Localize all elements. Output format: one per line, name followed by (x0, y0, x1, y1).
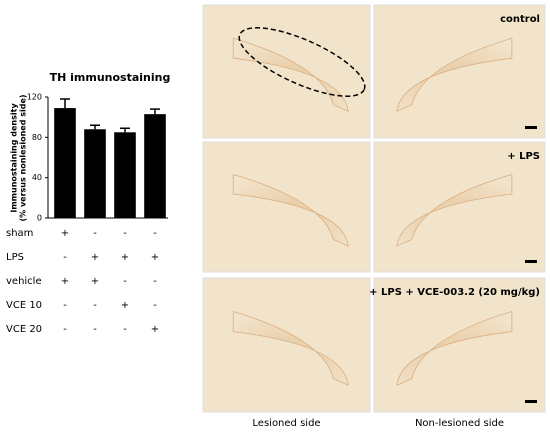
treatment-mark: - (93, 300, 97, 311)
bar (114, 132, 136, 218)
treatment-mark: - (63, 324, 67, 335)
tissue-stain (232, 37, 349, 113)
treatment-mark: - (93, 228, 97, 239)
treatment-mark: - (123, 228, 127, 239)
treatment-mark: - (93, 324, 97, 335)
y-axis-label: Immunostaining density (10, 103, 19, 213)
panel-label: + LPS + VCE-003.2 (20 mg/kg) (369, 287, 540, 298)
treatment-mark: + (121, 300, 129, 311)
treatment-mark: + (151, 252, 159, 263)
panel-label: control (500, 14, 540, 25)
y-tick-label: 0 (37, 214, 42, 223)
treatment-mark: + (61, 276, 69, 287)
bar (144, 114, 166, 218)
micrograph (373, 141, 546, 273)
column-label: Non-lesioned side (415, 418, 504, 429)
chart-title: TH immunostaining (50, 71, 171, 84)
bar (84, 129, 106, 218)
treatment-mark: - (123, 324, 127, 335)
treatment-mark: - (63, 300, 67, 311)
micrograph (202, 4, 371, 139)
micrograph (373, 4, 546, 139)
tissue-stain (396, 310, 513, 386)
y-axis-label: (% versus nonlesioned side) (19, 94, 28, 221)
y-tick-label: 80 (32, 133, 42, 142)
treatment-label: VCE 10 (6, 300, 42, 311)
treatment-mark: + (151, 324, 159, 335)
treatment-mark: - (153, 300, 157, 311)
micrograph (202, 277, 371, 413)
column-label: Lesioned side (252, 418, 320, 429)
treatment-label: LPS (6, 252, 24, 263)
treatment-mark: - (153, 276, 157, 287)
treatment-mark: - (153, 228, 157, 239)
treatment-mark: - (123, 276, 127, 287)
tissue-stain (232, 310, 349, 386)
scale-bar (525, 126, 537, 129)
treatment-label: vehicle (6, 276, 42, 287)
scale-bar (525, 400, 537, 403)
treatment-mark: + (91, 276, 99, 287)
tissue-stain (396, 173, 513, 247)
micrograph (202, 141, 371, 273)
treatment-label: VCE 20 (6, 324, 42, 335)
panel-label: + LPS (507, 151, 540, 162)
tissue-stain (396, 37, 513, 113)
treatment-label: sham (6, 228, 33, 239)
treatment-mark: - (63, 252, 67, 263)
bar (54, 108, 76, 218)
treatment-mark: + (61, 228, 69, 239)
treatment-mark: + (91, 252, 99, 263)
y-tick-label: 120 (27, 93, 42, 102)
treatment-mark: + (121, 252, 129, 263)
scale-bar (525, 260, 537, 263)
micrograph (373, 277, 546, 413)
y-tick-label: 40 (32, 173, 42, 182)
tissue-stain (232, 173, 349, 247)
